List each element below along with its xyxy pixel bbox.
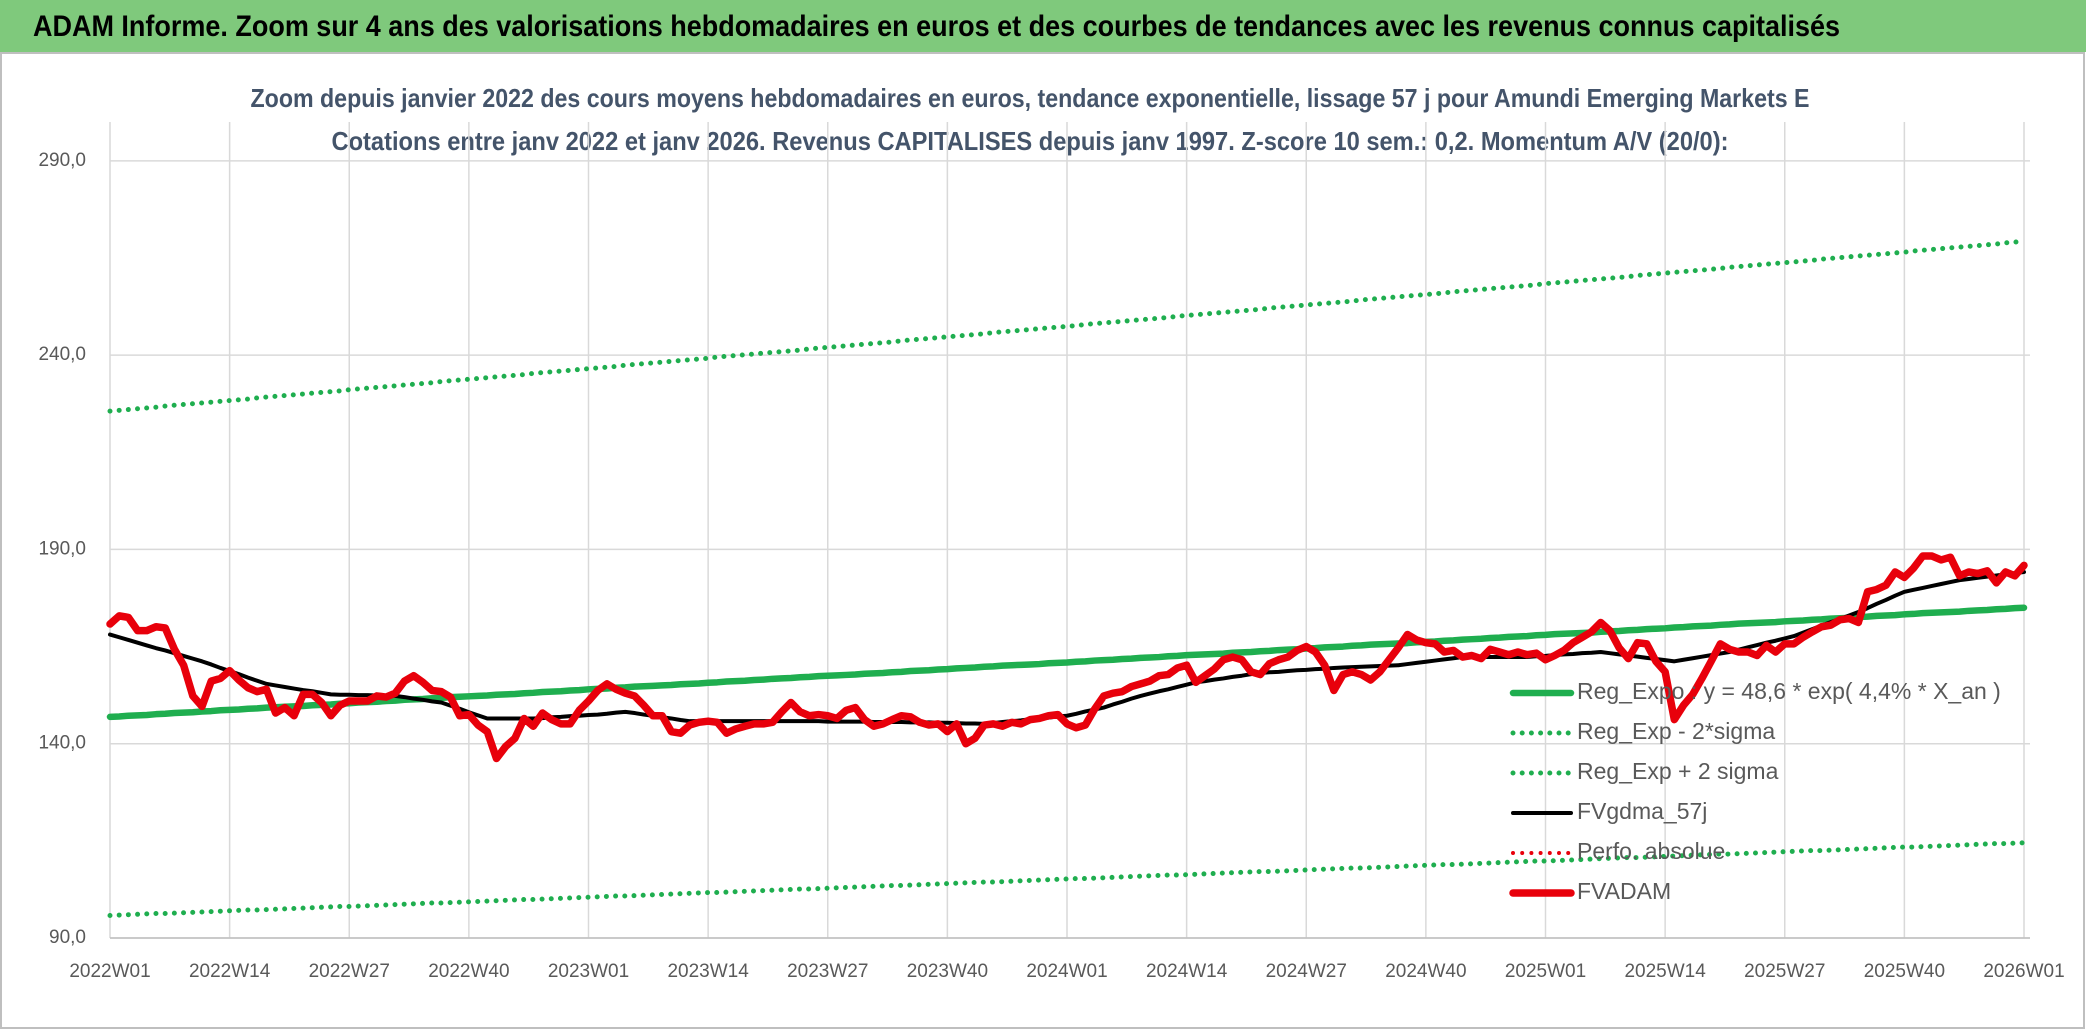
x-tick-label: 2022W14 <box>189 961 271 982</box>
legend-label: Reg_Exp - 2*sigma <box>1577 718 1775 744</box>
legend: Reg_Expo : y = 48,6 * exp( 4,4% * X_an )… <box>1509 678 2001 904</box>
y-tick-label: 190,0 <box>38 538 86 559</box>
x-tick-label: 2025W14 <box>1624 961 1706 982</box>
header-title: ADAM Informe. Zoom sur 4 ans des valoris… <box>33 10 1840 43</box>
y-tick-label: 90,0 <box>49 927 86 948</box>
chart-title: Zoom depuis janvier 2022 des cours moyen… <box>251 83 1810 113</box>
x-tick-label: 2022W40 <box>428 961 509 982</box>
x-tick-label: 2023W40 <box>907 961 988 982</box>
legend-label: FVgdma_57j <box>1577 798 1707 824</box>
header-band <box>0 0 2086 52</box>
legend-label: Reg_Expo : y = 48,6 * exp( 4,4% * X_an ) <box>1577 678 2001 704</box>
chart-frame <box>0 52 2085 1029</box>
series-line <box>108 569 2026 726</box>
chart-subtitle: Cotations entre janv 2022 et janv 2026. … <box>332 126 1729 156</box>
legend-label: Reg_Exp + 2 sigma <box>1577 758 1779 784</box>
x-tick-label: 2024W27 <box>1266 961 1347 982</box>
y-tick-label: 140,0 <box>38 733 86 754</box>
x-tick-label: 2024W01 <box>1026 961 1107 982</box>
legend-label: FVADAM <box>1577 878 1671 904</box>
x-tick-label: 2022W27 <box>309 961 390 982</box>
x-tick-label: 2026W01 <box>1983 961 2064 982</box>
series-line <box>106 552 2028 763</box>
x-tick-label: 2024W14 <box>1146 961 1228 982</box>
x-tick-label: 2025W27 <box>1744 961 1825 982</box>
y-tick-label: 290,0 <box>38 150 86 171</box>
legend-label: Perfo. absolue <box>1577 838 1725 864</box>
series-line <box>107 840 2027 918</box>
series-line <box>107 238 2027 414</box>
x-tick-label: 2022W01 <box>69 961 150 982</box>
x-tick-label: 2025W01 <box>1505 961 1586 982</box>
series-line <box>106 604 2028 721</box>
x-tick-label: 2023W27 <box>787 961 868 982</box>
x-tick-label: 2025W40 <box>1864 961 1945 982</box>
x-tick-label: 2023W01 <box>548 961 629 982</box>
x-tick-label: 2023W14 <box>667 961 749 982</box>
y-tick-label: 240,0 <box>38 344 86 365</box>
x-tick-label: 2024W40 <box>1385 961 1466 982</box>
